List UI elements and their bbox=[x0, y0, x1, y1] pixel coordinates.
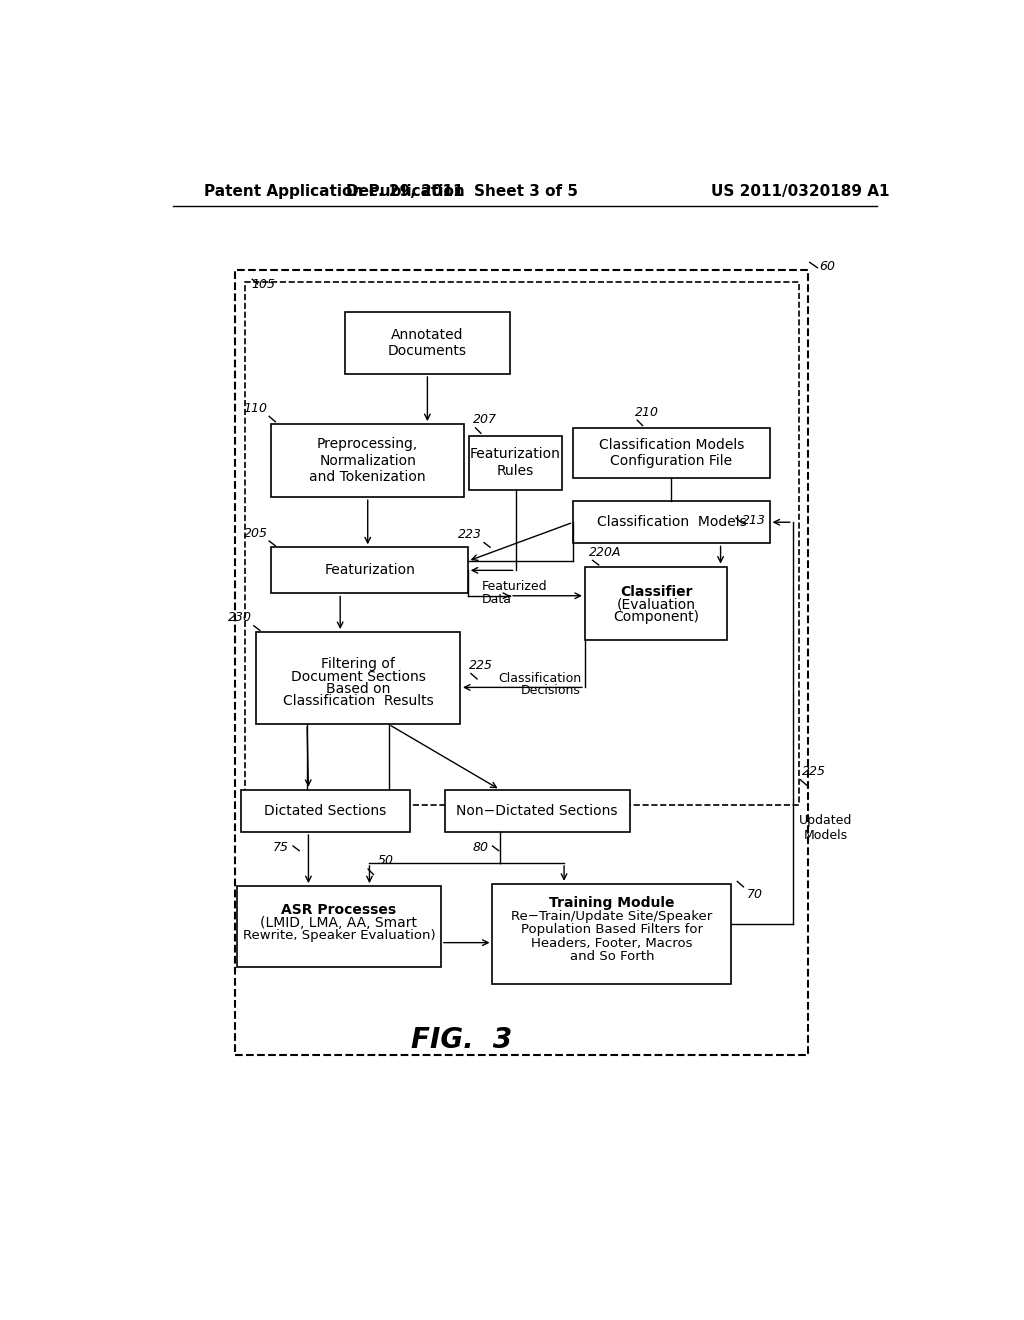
Text: Preprocessing,
Normalization
and Tokenization: Preprocessing, Normalization and Tokeniz… bbox=[309, 437, 426, 484]
Text: 230: 230 bbox=[228, 611, 252, 624]
Text: Data: Data bbox=[481, 593, 512, 606]
Text: Based on: Based on bbox=[326, 682, 390, 696]
Text: 207: 207 bbox=[473, 413, 498, 426]
Text: Classification Models
Configuration File: Classification Models Configuration File bbox=[599, 438, 744, 469]
Text: Training Module: Training Module bbox=[549, 896, 675, 909]
Text: Classifier: Classifier bbox=[620, 585, 692, 599]
Bar bbox=[585, 566, 727, 640]
Text: Rewrite, Speaker Evaluation): Rewrite, Speaker Evaluation) bbox=[243, 929, 435, 942]
Bar bbox=[241, 789, 410, 832]
Text: and So Forth: and So Forth bbox=[569, 949, 654, 962]
Text: Decisions: Decisions bbox=[521, 684, 581, 697]
Bar bbox=[345, 313, 510, 374]
Text: Component): Component) bbox=[613, 610, 699, 624]
Text: Patent Application Publication: Patent Application Publication bbox=[204, 183, 465, 199]
Text: 105: 105 bbox=[252, 277, 275, 290]
Text: (Evaluation: (Evaluation bbox=[616, 598, 695, 611]
Text: Dec. 29, 2011  Sheet 3 of 5: Dec. 29, 2011 Sheet 3 of 5 bbox=[346, 183, 578, 199]
Bar bbox=[573, 502, 770, 544]
Text: 213: 213 bbox=[742, 513, 766, 527]
Text: 225: 225 bbox=[802, 766, 826, 779]
Text: 50: 50 bbox=[378, 854, 393, 867]
Text: Classification  Models: Classification Models bbox=[597, 515, 746, 529]
Text: Headers, Footer, Macros: Headers, Footer, Macros bbox=[531, 936, 692, 949]
Text: 205: 205 bbox=[244, 527, 267, 540]
Text: Updated
Models: Updated Models bbox=[799, 814, 852, 842]
Bar bbox=[271, 548, 468, 594]
Text: 80: 80 bbox=[473, 841, 488, 854]
Text: US 2011/0320189 A1: US 2011/0320189 A1 bbox=[712, 183, 890, 199]
Text: 225: 225 bbox=[469, 659, 494, 672]
Text: Classification: Classification bbox=[498, 672, 581, 685]
Text: Dictated Sections: Dictated Sections bbox=[264, 804, 386, 818]
Text: Re−Train/Update Site/Speaker: Re−Train/Update Site/Speaker bbox=[511, 911, 713, 924]
Text: Document Sections: Document Sections bbox=[291, 669, 426, 684]
Bar bbox=[573, 428, 770, 478]
Text: 110: 110 bbox=[244, 401, 267, 414]
Text: (LMID, LMA, AA, Smart: (LMID, LMA, AA, Smart bbox=[260, 916, 418, 929]
Bar bbox=[245, 281, 799, 805]
Bar bbox=[469, 436, 562, 490]
Text: Population Based Filters for: Population Based Filters for bbox=[521, 924, 702, 936]
Text: Featurized: Featurized bbox=[481, 579, 547, 593]
Text: Non−Dictated Sections: Non−Dictated Sections bbox=[457, 804, 617, 818]
Text: Annotated
Documents: Annotated Documents bbox=[388, 329, 467, 358]
Text: ASR Processes: ASR Processes bbox=[282, 903, 396, 916]
Bar bbox=[237, 886, 441, 966]
Text: 75: 75 bbox=[273, 841, 289, 854]
Text: 70: 70 bbox=[746, 887, 763, 900]
Text: Featurization
Rules: Featurization Rules bbox=[470, 447, 561, 478]
Bar bbox=[444, 789, 630, 832]
Text: FIG.  3: FIG. 3 bbox=[411, 1026, 512, 1055]
Text: 60: 60 bbox=[819, 260, 836, 273]
Text: 210: 210 bbox=[635, 405, 658, 418]
Bar bbox=[493, 884, 731, 983]
Text: Featurization: Featurization bbox=[325, 564, 415, 577]
Text: Classification  Results: Classification Results bbox=[283, 694, 433, 709]
Text: Filtering of: Filtering of bbox=[322, 657, 395, 672]
Text: 220A: 220A bbox=[589, 545, 622, 558]
Bar bbox=[234, 271, 808, 1056]
Bar bbox=[256, 632, 460, 725]
Bar bbox=[271, 424, 464, 498]
Text: 223: 223 bbox=[459, 528, 482, 541]
